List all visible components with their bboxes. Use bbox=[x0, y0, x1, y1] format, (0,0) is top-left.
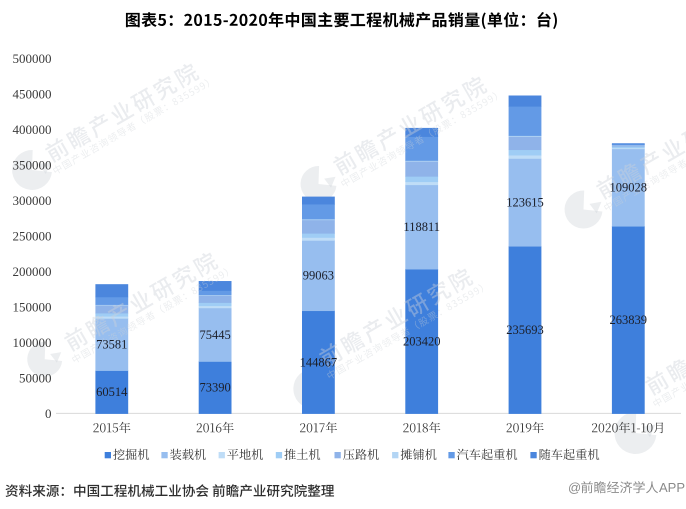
svg-text:300000: 300000 bbox=[13, 193, 52, 208]
svg-text:400000: 400000 bbox=[13, 122, 52, 137]
svg-text:73581: 73581 bbox=[96, 338, 127, 352]
svg-text:APP: APP bbox=[659, 480, 685, 495]
svg-text:118811: 118811 bbox=[403, 220, 440, 234]
svg-text:123615: 123615 bbox=[506, 196, 544, 210]
svg-text:235693: 235693 bbox=[506, 323, 544, 337]
svg-text:350000: 350000 bbox=[13, 157, 52, 172]
svg-text:60514: 60514 bbox=[96, 385, 128, 399]
svg-text:203420: 203420 bbox=[403, 335, 441, 349]
svg-text:73390: 73390 bbox=[199, 381, 230, 395]
svg-text:200000: 200000 bbox=[13, 264, 52, 279]
svg-text:@: @ bbox=[568, 480, 581, 495]
svg-text:75445: 75445 bbox=[199, 328, 230, 342]
svg-text:144867: 144867 bbox=[300, 355, 338, 369]
svg-text:500000: 500000 bbox=[13, 51, 52, 66]
svg-text:250000: 250000 bbox=[13, 228, 52, 243]
svg-text:150000: 150000 bbox=[13, 299, 52, 314]
svg-text:100000: 100000 bbox=[13, 335, 52, 350]
svg-text:0: 0 bbox=[45, 406, 52, 421]
svg-text:450000: 450000 bbox=[13, 86, 52, 101]
svg-text:50000: 50000 bbox=[19, 370, 52, 385]
svg-text:99063: 99063 bbox=[303, 269, 334, 283]
svg-text:109028: 109028 bbox=[610, 181, 648, 195]
svg-text:263839: 263839 bbox=[610, 313, 648, 327]
